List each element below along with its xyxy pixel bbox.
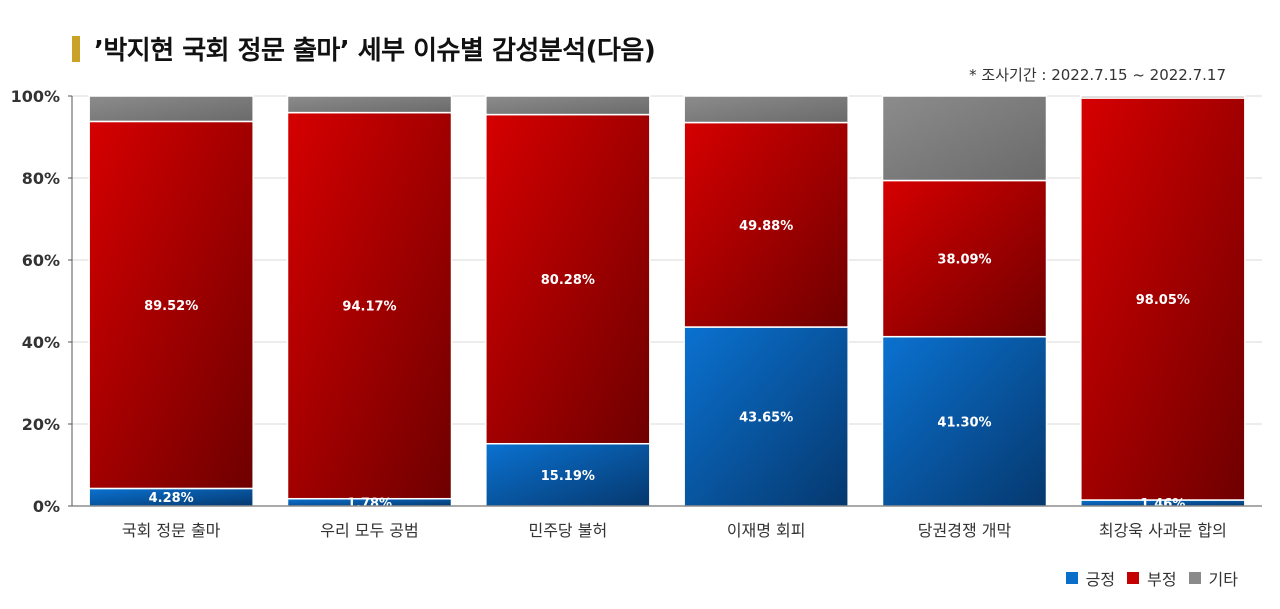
bar-segment-negative — [485, 113, 651, 445]
bar-segment-other — [683, 95, 849, 124]
y-tick-label: 80% — [22, 169, 60, 188]
x-tick-label: 민주당 불허 — [528, 521, 607, 540]
legend-label-negative: 부정 — [1147, 570, 1177, 589]
bar-segment-positive — [485, 442, 651, 507]
data-label: 89.52% — [144, 299, 198, 314]
data-label: 1.46% — [1140, 497, 1185, 512]
survey-period: * 조사기간 : 2022.7.15 ~ 2022.7.17 — [969, 66, 1226, 84]
chart-title: ’박지현 국회 정문 출마’ 세부 이슈별 감성분석(다음) — [94, 36, 656, 66]
bar-segment-other — [88, 95, 254, 123]
legend-swatch-positive — [1065, 572, 1078, 584]
y-tick-label: 40% — [22, 333, 60, 352]
data-label: 94.17% — [342, 300, 396, 315]
y-tick-label: 20% — [22, 415, 60, 434]
data-label: 43.65% — [739, 411, 793, 426]
data-label: 49.88% — [739, 219, 793, 234]
bar-segment-negative — [1080, 97, 1246, 501]
x-tick-label: 당권경쟁 개막 — [918, 521, 1012, 540]
x-tick-label: 국회 정문 출마 — [122, 521, 221, 540]
legend-swatch-negative — [1127, 572, 1140, 584]
bar-segment-negative — [683, 121, 849, 328]
bar-segment-positive — [683, 326, 849, 507]
data-label: 15.19% — [541, 469, 595, 484]
axis-layer: 0% 20% 40% 60% 80% 100% 국회 정문 출마 우리 모두 공범 민주당 불허… — [11, 87, 1262, 540]
bar-segment-other — [1080, 95, 1246, 99]
y-tick-label: 100% — [11, 87, 60, 106]
bar-segment-other — [485, 95, 651, 116]
legend-item-positive: 긍정 — [1065, 566, 1116, 590]
data-label: 38.09% — [937, 253, 991, 268]
labels-layer: 4.28% 89.52% 1.78% 94.17% 15.19% 80.28% 43.65%… — [144, 219, 1190, 512]
legend-item-negative: 부정 — [1127, 566, 1177, 590]
title-accent-bar — [72, 35, 80, 62]
legend-item-other: 기타 — [1188, 566, 1238, 590]
bar-segment-other — [881, 95, 1048, 182]
y-tick-label: 0% — [33, 497, 60, 516]
x-tick-label: 이재명 회피 — [727, 521, 806, 540]
bar-segment-negative — [88, 120, 254, 490]
x-tick-label: 최강욱 사과문 합의 — [1099, 521, 1227, 540]
chart-title-block: ’박지현 국회 정문 출마’ 세부 이슈별 감성분석(다음) — [72, 30, 656, 67]
data-label: 41.30% — [937, 415, 991, 430]
legend-label-positive: 긍정 — [1085, 570, 1116, 589]
data-label: 4.28% — [149, 491, 194, 506]
bar-segment-other — [286, 95, 453, 114]
data-label: 98.05% — [1136, 293, 1190, 308]
bar-segment-negative — [881, 179, 1048, 338]
grid-layer — [72, 95, 1262, 425]
bars-layer — [88, 95, 1246, 507]
legend: 긍정 부정 기타 — [1054, 566, 1238, 590]
legend-label-other: 기타 — [1208, 570, 1238, 589]
legend-swatch-other — [1188, 572, 1201, 584]
data-label: 80.28% — [541, 273, 595, 288]
y-tick-label: 60% — [22, 251, 60, 270]
data-label: 1.78% — [347, 496, 392, 511]
x-tick-label: 우리 모두 공범 — [320, 521, 419, 540]
